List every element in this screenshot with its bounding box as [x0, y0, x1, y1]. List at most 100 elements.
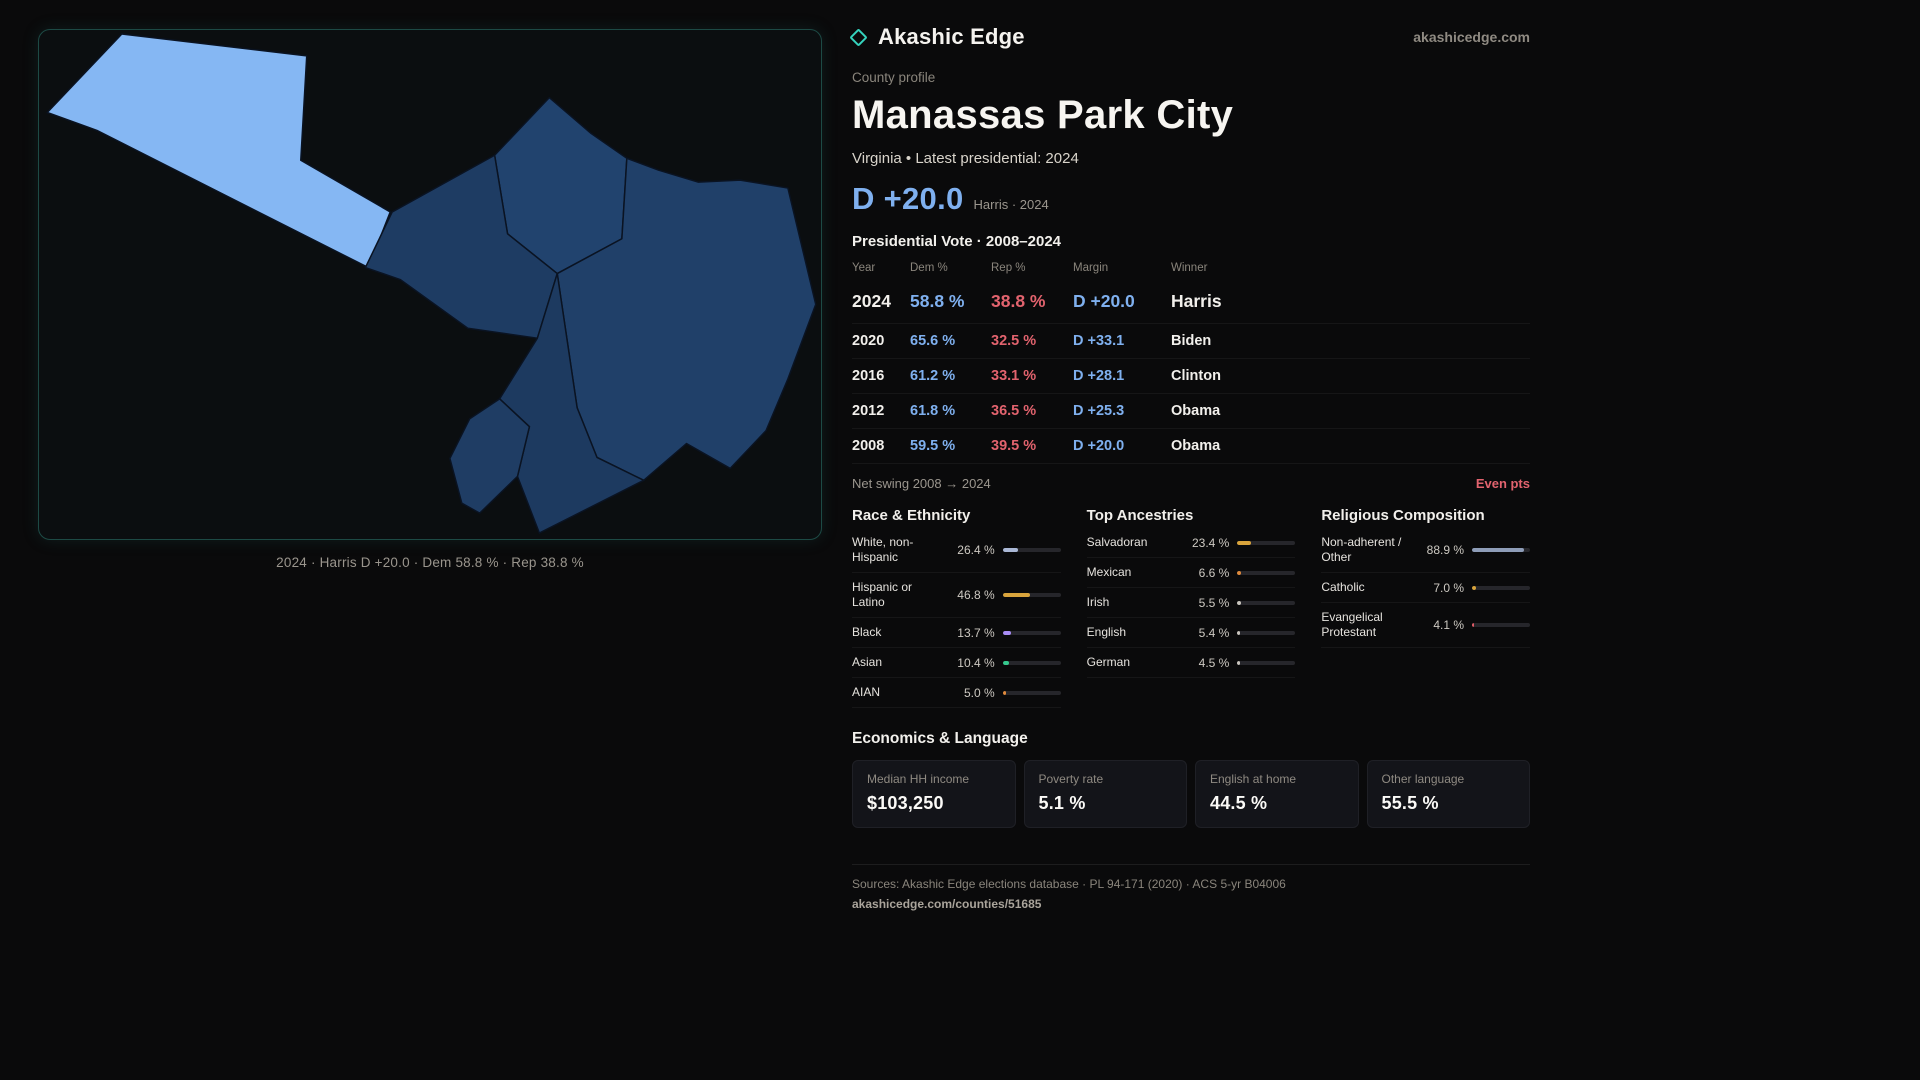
footer: Sources: Akashic Edge elections database…: [852, 864, 1530, 913]
demo-label: English: [1086, 625, 1127, 639]
demo-label: Irish: [1086, 595, 1110, 609]
cell-dem: 59.5 %: [910, 438, 956, 454]
table-row: 2008 59.5 % 39.5 % D +20.0 Obama: [852, 429, 1530, 464]
cell-dem: 65.6 %: [910, 333, 956, 349]
demo-value: 4.5 %: [1198, 655, 1230, 670]
mini-bar: [1472, 585, 1530, 590]
demo-label: Salvadoran: [1086, 535, 1148, 549]
list-item: White, non-Hispanic 26.4 %: [852, 528, 1061, 573]
col-rep: Rep %: [991, 262, 1026, 274]
stat-label: Poverty rate: [1038, 772, 1104, 786]
list-item: Catholic 7.0 %: [1321, 573, 1530, 603]
brand: Akashic Edge: [849, 24, 1025, 50]
stat-label: Other language: [1381, 772, 1465, 786]
county-map: [46, 33, 817, 534]
col-dem: Dem %: [910, 262, 948, 274]
demo-value: 23.4 %: [1191, 535, 1230, 550]
list-item: Asian 10.4 %: [852, 648, 1061, 678]
cell-rep: 33.1 %: [991, 368, 1037, 384]
demo-label: Asian: [852, 655, 883, 669]
cell-margin: D +28.1: [1073, 368, 1125, 384]
demo-label: Hispanic or Latino: [852, 580, 913, 609]
cell-winner: Obama: [1171, 438, 1221, 454]
header: Akashic Edge akashicedge.com: [849, 24, 1530, 50]
cell-year: 2016: [852, 368, 885, 384]
race-ethnicity-group: Race & Ethnicity White, non-Hispanic 26.…: [852, 507, 1061, 708]
brand-name: Akashic Edge: [878, 24, 1025, 49]
group-heading: Religious Composition: [1321, 507, 1485, 524]
cell-margin: D +25.3: [1073, 403, 1125, 419]
demo-label: Non-adherent / Other: [1321, 535, 1402, 564]
demo-label: Evangelical Protestant: [1321, 610, 1383, 639]
cell-dem: 61.8 %: [910, 403, 956, 419]
demo-label: Mexican: [1086, 565, 1132, 579]
col-winner: Winner: [1171, 262, 1208, 274]
cell-dem: 58.8 %: [910, 291, 965, 311]
mini-bar: [1002, 690, 1061, 695]
economics-heading: Economics & Language: [852, 730, 1028, 747]
ancestries-group: Top Ancestries Salvadoran 23.4 % Mexican…: [1086, 507, 1296, 708]
religion-group: Religious Composition Non-adherent / Oth…: [1321, 507, 1530, 708]
list-item: Mexican 6.6 %: [1086, 558, 1296, 588]
mini-bar: [1472, 623, 1530, 627]
economics-cards: Median HH income $103,250 Poverty rate 5…: [852, 760, 1530, 828]
list-item: German 4.5 %: [1086, 648, 1296, 678]
stat-card: Other language 55.5 %: [1366, 760, 1530, 828]
list-item: Hispanic or Latino 46.8 %: [852, 573, 1061, 618]
cell-margin: D +20.0: [1073, 291, 1135, 311]
table-row: 2020 65.6 % 32.5 % D +33.1 Biden: [852, 324, 1530, 359]
col-year: Year: [852, 262, 876, 274]
mini-bar: [1002, 660, 1061, 665]
stat-value: 55.5 %: [1381, 793, 1439, 813]
cell-year: 2008: [852, 438, 885, 454]
stat-card: English at home 44.5 %: [1195, 760, 1359, 828]
list-item: Evangelical Protestant 4.1 %: [1321, 603, 1530, 648]
cell-dem: 61.2 %: [910, 368, 956, 384]
mini-bar: [1237, 660, 1296, 665]
stat-value: 5.1 %: [1038, 793, 1086, 813]
stat-label: Median HH income: [867, 772, 970, 786]
net-swing-label: Net swing 2008 → 2024: [852, 476, 991, 491]
mini-bar: [1472, 548, 1530, 552]
list-item: Black 13.7 %: [852, 618, 1061, 648]
sources-text: Sources: Akashic Edge elections database…: [852, 877, 1286, 891]
vote-table: Year Dem % Rep % Margin Winner 2024 58.8…: [852, 258, 1530, 464]
mini-bar: [1237, 570, 1296, 575]
demo-label: Black: [852, 625, 882, 639]
list-item: AIAN 5.0 %: [852, 678, 1061, 708]
col-margin: Margin: [1073, 262, 1109, 274]
cell-year: 2020: [852, 333, 885, 349]
precinct-polygon-dark: [449, 398, 531, 514]
vote-table-header-row: Year Dem % Rep % Margin Winner: [852, 258, 1530, 280]
cell-winner: Clinton: [1171, 368, 1221, 384]
cell-year: 2024: [852, 291, 891, 311]
map-section: 2024 · Harris D +20.0 · Dem 58.8 % · Rep…: [38, 29, 822, 570]
demo-value: 46.8 %: [957, 588, 995, 602]
cell-rep: 32.5 %: [991, 333, 1037, 349]
permalink[interactable]: akashicedge.com/counties/51685: [852, 897, 1042, 911]
demo-value: 13.7 %: [957, 625, 995, 640]
site-link[interactable]: akashicedge.com: [1413, 29, 1530, 45]
table-row: 2016 61.2 % 33.1 % D +28.1 Clinton: [852, 359, 1530, 394]
mini-bar: [1002, 630, 1061, 635]
group-heading: Race & Ethnicity: [852, 507, 971, 524]
demo-label: Catholic: [1321, 580, 1365, 594]
demo-label: AIAN: [852, 685, 881, 699]
stat-value: $103,250: [867, 793, 944, 813]
mini-bar: [1237, 600, 1296, 605]
list-item: English 5.4 %: [1086, 618, 1296, 648]
mini-bar: [1237, 630, 1296, 635]
diamond-icon: [849, 27, 868, 47]
cell-rep: 38.8 %: [991, 291, 1046, 311]
demo-value: 6.6 %: [1198, 565, 1230, 580]
mini-bar: [1002, 548, 1061, 552]
cell-margin: D +33.1: [1073, 333, 1125, 349]
margin-note: Harris · 2024: [973, 197, 1049, 212]
cell-margin: D +20.0: [1073, 438, 1125, 454]
demographics-section: Race & Ethnicity White, non-Hispanic 26.…: [852, 507, 1530, 708]
demo-value: 5.5 %: [1198, 595, 1230, 610]
margin-headline: D +20.0 Harris · 2024: [852, 181, 1530, 217]
margin-value: D +20.0: [852, 181, 964, 216]
demo-value: 10.4 %: [957, 655, 995, 670]
